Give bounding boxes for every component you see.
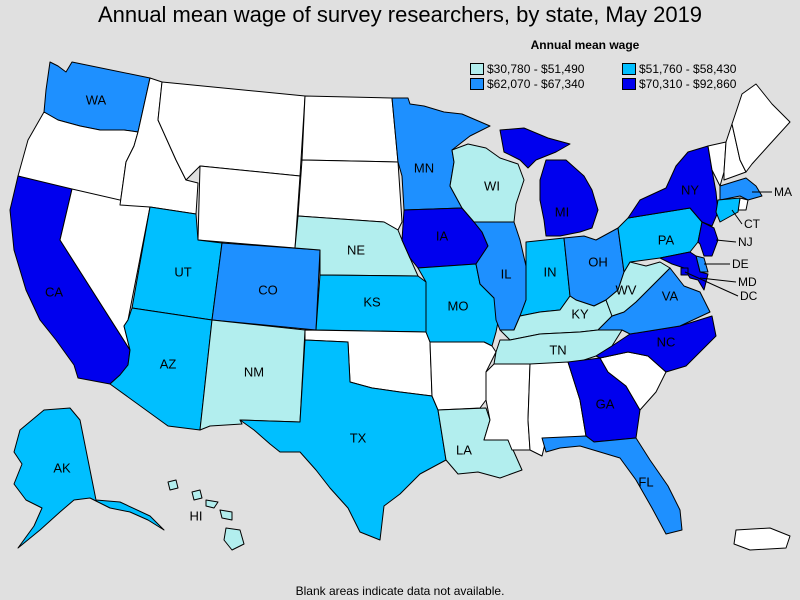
label-AZ: AZ <box>160 357 177 372</box>
label-MA: MA <box>774 185 792 199</box>
label-MD: MD <box>738 275 757 289</box>
label-MN: MN <box>414 161 434 176</box>
legend-swatch-tier-2 <box>622 63 636 75</box>
state-WV[interactable] <box>605 261 671 317</box>
state-WI[interactable] <box>449 143 525 223</box>
state-NJ[interactable] <box>697 221 719 257</box>
label-OH: OH <box>588 255 608 270</box>
state-MS[interactable] <box>483 363 531 451</box>
label-UT: UT <box>174 265 191 280</box>
label-VA: VA <box>662 289 679 304</box>
state-MN[interactable] <box>391 97 491 211</box>
state-NM[interactable] <box>199 319 306 431</box>
label-NY: NY <box>681 183 699 198</box>
label-WV: WV <box>616 283 637 298</box>
state-AK[interactable] <box>13 407 165 549</box>
label-HI: HI <box>190 509 203 524</box>
state-MD[interactable] <box>659 251 709 291</box>
legend: Annual mean wage $30,780 - $51,490 $51,7… <box>470 38 736 91</box>
state-HI-4[interactable] <box>219 509 233 521</box>
state-ND[interactable] <box>301 95 399 163</box>
label-TX: TX <box>350 431 367 446</box>
footnote: Blank areas indicate data not available. <box>295 584 505 598</box>
state-NE[interactable] <box>294 215 419 277</box>
state-HI-1[interactable] <box>167 479 179 491</box>
label-NC: NC <box>657 335 676 350</box>
legend-swatch-tier-4 <box>622 78 636 90</box>
label-IN: IN <box>544 265 557 280</box>
state-DC[interactable] <box>680 267 689 276</box>
label-CO: CO <box>258 283 278 298</box>
label-DE: DE <box>732 257 749 271</box>
label-KY: KY <box>571 307 589 322</box>
legend-label-tier-1: $30,780 - $51,490 <box>487 62 585 76</box>
label-leader-lines <box>684 191 772 297</box>
legend-label-tier-2: $51,760 - $58,430 <box>639 62 737 76</box>
label-IL: IL <box>501 267 512 282</box>
legend-item-tier-3: $62,070 - $67,340 <box>470 77 622 91</box>
label-GA: GA <box>596 397 615 412</box>
state-TX[interactable] <box>239 339 447 541</box>
legend-item-tier-1: $30,780 - $51,490 <box>470 62 622 76</box>
state-HI-2[interactable] <box>191 489 203 501</box>
label-FL: FL <box>638 475 653 490</box>
label-WA: WA <box>86 93 107 108</box>
state-MA[interactable] <box>719 177 763 201</box>
state-FL[interactable] <box>541 435 683 535</box>
legend-item-tier-4: $70,310 - $92,860 <box>622 77 762 91</box>
state-VT[interactable] <box>707 141 727 187</box>
label-NJ: NJ <box>738 235 753 249</box>
label-NE: NE <box>347 243 365 258</box>
legend-label-tier-3: $62,070 - $67,340 <box>487 77 585 91</box>
legend-title: Annual mean wage <box>530 38 640 52</box>
label-PA: PA <box>658 233 675 248</box>
label-DC: DC <box>740 289 758 303</box>
legend-item-tier-2: $51,760 - $58,430 <box>622 62 762 76</box>
label-MI: MI <box>555 205 569 220</box>
legend-swatch-tier-1 <box>470 63 484 75</box>
label-KS: KS <box>363 295 381 310</box>
state-MI[interactable] <box>499 127 599 237</box>
state-MT[interactable] <box>157 81 306 181</box>
label-AK: AK <box>53 461 71 476</box>
state-HI-5[interactable] <box>223 527 245 551</box>
state-ME[interactable] <box>731 83 791 173</box>
label-CA: CA <box>45 285 63 300</box>
label-WI: WI <box>484 179 500 194</box>
map-title: Annual mean wage of survey researchers, … <box>97 2 703 27</box>
legend-swatch-tier-3 <box>470 78 484 90</box>
state-WY[interactable] <box>197 165 301 249</box>
state-PR[interactable] <box>733 527 791 551</box>
label-TN: TN <box>549 343 566 358</box>
label-CT: CT <box>744 217 761 231</box>
state-CT[interactable] <box>715 197 741 223</box>
legend-label-tier-4: $70,310 - $92,860 <box>639 77 737 91</box>
label-LA: LA <box>456 443 472 458</box>
label-IA: IA <box>436 229 449 244</box>
label-NM: NM <box>244 365 264 380</box>
state-HI-3[interactable] <box>205 499 219 509</box>
label-MO: MO <box>448 299 469 314</box>
